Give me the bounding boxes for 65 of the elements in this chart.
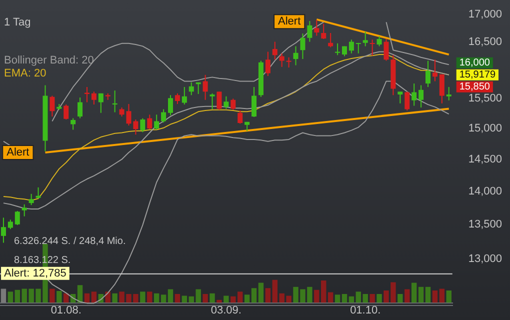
bar	[334, 294, 340, 303]
bar	[84, 293, 90, 303]
candlestick	[105, 93, 110, 100]
bar	[91, 292, 97, 303]
bar	[174, 294, 180, 303]
bar	[112, 293, 118, 303]
bar	[411, 282, 417, 303]
x-tick-label: 01.10.	[350, 304, 381, 316]
bar	[418, 286, 424, 303]
y-tick-label: 13,000	[468, 252, 502, 265]
bar	[237, 292, 243, 303]
candlestick	[286, 57, 292, 68]
text: 15,850	[459, 82, 490, 93]
bar	[168, 289, 174, 303]
candlestick	[22, 204, 27, 216]
series-label: Alert	[278, 16, 301, 28]
bar	[258, 282, 264, 303]
bar	[251, 288, 257, 303]
x-tick-label: 03.09.	[210, 304, 242, 316]
bar	[147, 292, 152, 303]
candlestick	[335, 43, 340, 56]
bar	[342, 294, 348, 303]
y-tick-label: 17,000	[468, 8, 502, 21]
bar	[370, 294, 375, 303]
text: 15,9179	[459, 70, 496, 81]
bar	[439, 288, 445, 303]
text: 16,000	[459, 58, 490, 69]
bar	[182, 296, 188, 303]
bar	[328, 292, 334, 303]
bar	[432, 290, 438, 303]
bar	[244, 294, 250, 303]
candlestick	[446, 86, 452, 100]
annotation: 6.326.244 S. / 248,4 Mio.	[14, 236, 126, 247]
bar	[398, 294, 403, 303]
bar	[202, 294, 208, 303]
bar	[50, 288, 55, 303]
bar	[376, 294, 382, 303]
y-tick-label: 14,000	[468, 185, 502, 198]
bar	[210, 293, 215, 303]
y-tick-label: 16,500	[468, 36, 502, 48]
y-tick-label: 13,500	[468, 218, 502, 230]
y-tick-label: 15,500	[468, 92, 502, 105]
y-tick-label: 14,500	[468, 153, 502, 166]
bar	[160, 294, 166, 303]
bar	[362, 294, 368, 303]
text: Bollinger Band: 20	[4, 54, 94, 67]
bar	[56, 291, 62, 303]
ref-line-label: Alert: 12,785	[4, 267, 66, 280]
bar	[224, 296, 229, 303]
annotation: 8.163.122 S.	[14, 254, 71, 266]
bar	[404, 289, 410, 303]
x-tick-label: 01.08.	[50, 304, 82, 316]
bar	[216, 300, 222, 303]
chart-subtitle: 1 Tag	[4, 16, 31, 29]
y-tick-label: 15,000	[468, 122, 502, 135]
bar	[356, 292, 362, 303]
bar	[154, 293, 160, 303]
bar	[265, 288, 271, 303]
bar	[8, 292, 14, 303]
series-label: Alert	[6, 146, 30, 159]
bar	[0, 288, 6, 303]
bar	[140, 292, 146, 303]
bar	[425, 286, 431, 303]
text: EMA: 20	[4, 68, 46, 80]
bar	[446, 290, 452, 303]
